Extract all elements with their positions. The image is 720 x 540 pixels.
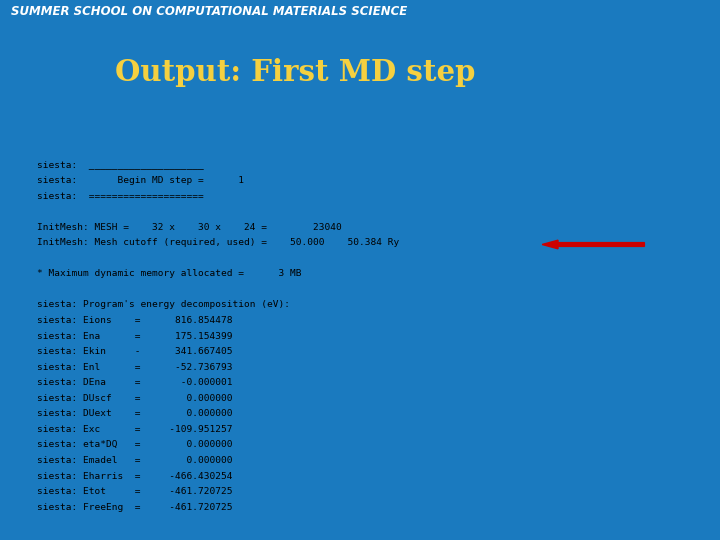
Text: * Maximum dynamic memory allocated =      3 MB: * Maximum dynamic memory allocated = 3 M… bbox=[37, 269, 301, 279]
Text: siesta: Emadel   =        0.000000: siesta: Emadel = 0.000000 bbox=[37, 456, 232, 465]
Text: siesta: DEna     =       -0.000001: siesta: DEna = -0.000001 bbox=[37, 378, 232, 387]
Text: InitMesh: MESH =    32 x    30 x    24 =        23040: InitMesh: MESH = 32 x 30 x 24 = 23040 bbox=[37, 222, 341, 232]
Text: siesta:       Begin MD step =      1: siesta: Begin MD step = 1 bbox=[37, 176, 243, 185]
Text: siesta: Program's energy decomposition (eV):: siesta: Program's energy decomposition (… bbox=[37, 300, 289, 309]
Text: siesta: Ena      =      175.154399: siesta: Ena = 175.154399 bbox=[37, 332, 232, 341]
Text: siesta: DUext    =        0.000000: siesta: DUext = 0.000000 bbox=[37, 409, 232, 418]
Text: SUMMER SCHOOL ON COMPUTATIONAL MATERIALS SCIENCE: SUMMER SCHOOL ON COMPUTATIONAL MATERIALS… bbox=[11, 4, 407, 17]
Text: siesta: Ekin     -      341.667405: siesta: Ekin - 341.667405 bbox=[37, 347, 232, 356]
Text: siesta: Etot     =     -461.720725: siesta: Etot = -461.720725 bbox=[37, 487, 232, 496]
Text: siesta: DUscf    =        0.000000: siesta: DUscf = 0.000000 bbox=[37, 394, 232, 403]
Text: siesta:  ====================: siesta: ==================== bbox=[37, 192, 204, 201]
Text: siesta: Enl      =      -52.736793: siesta: Enl = -52.736793 bbox=[37, 363, 232, 372]
Text: siesta: Exc      =     -109.951257: siesta: Exc = -109.951257 bbox=[37, 425, 232, 434]
Text: Output: First MD step: Output: First MD step bbox=[115, 58, 476, 87]
Text: siesta: Eions    =      816.854478: siesta: Eions = 816.854478 bbox=[37, 316, 232, 325]
Text: siesta: FreeEng  =     -461.720725: siesta: FreeEng = -461.720725 bbox=[37, 503, 232, 512]
Text: siesta: eta*DQ   =        0.000000: siesta: eta*DQ = 0.000000 bbox=[37, 441, 232, 449]
Text: siesta:  ____________________: siesta: ____________________ bbox=[37, 160, 204, 170]
Text: siesta: Eharris  =     -466.430254: siesta: Eharris = -466.430254 bbox=[37, 471, 232, 481]
Text: InitMesh: Mesh cutoff (required, used) =    50.000    50.384 Ry: InitMesh: Mesh cutoff (required, used) =… bbox=[37, 238, 399, 247]
